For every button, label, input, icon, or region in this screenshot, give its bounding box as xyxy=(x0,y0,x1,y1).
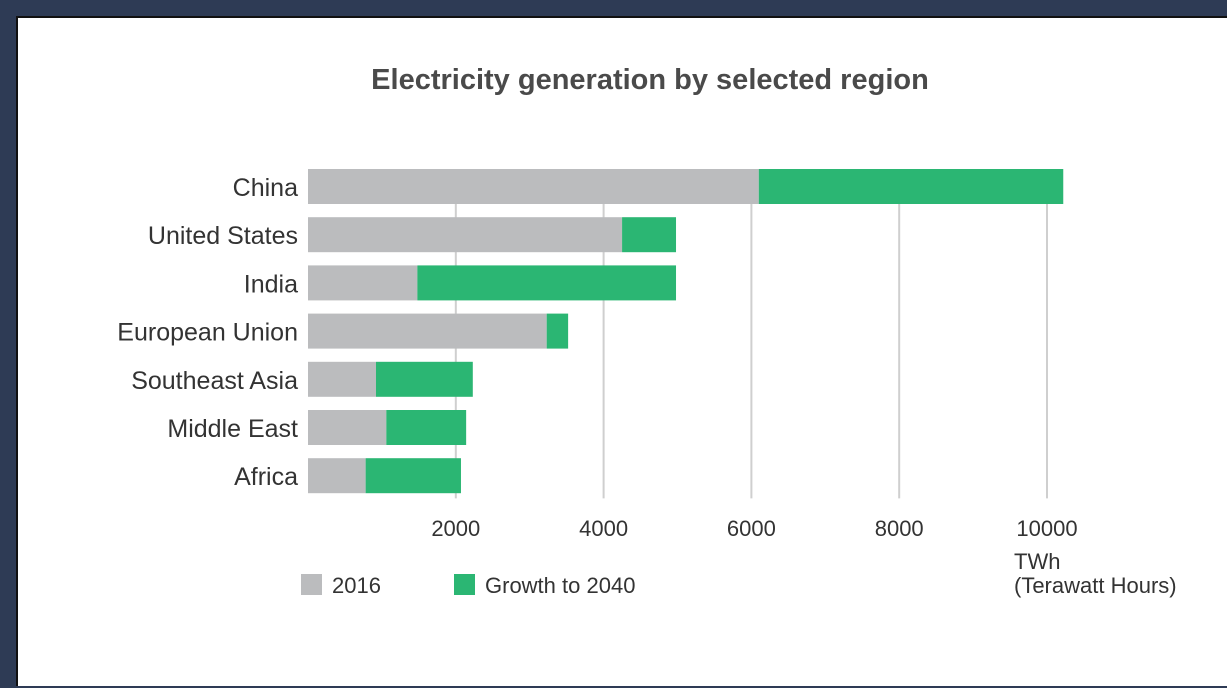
category-label-africa: Africa xyxy=(234,463,298,491)
bar-middle-east-2016 xyxy=(308,410,387,445)
legend-label-growth-to-2040: Growth to 2040 xyxy=(485,573,635,598)
x-axis-unit-label: TWh xyxy=(1014,549,1060,574)
x-tick-6000: 6000 xyxy=(727,516,776,541)
bar-united-states-2016 xyxy=(308,217,623,253)
bar-southeast-asia-2016 xyxy=(308,361,376,397)
category-label-middle-east: Middle East xyxy=(167,415,298,443)
bar-china-growth-to-2040 xyxy=(758,169,1064,204)
x-tick-2000: 2000 xyxy=(431,516,480,541)
bar-middle-east-growth-to-2040 xyxy=(386,410,467,445)
x-axis-unit-sublabel: (Terawatt Hours) xyxy=(1014,573,1177,598)
category-label-china: China xyxy=(233,174,298,202)
legend-label-2016: 2016 xyxy=(332,573,381,598)
bar-united-states-growth-to-2040 xyxy=(622,217,677,253)
chart-svg: Electricity generation by selected regio… xyxy=(117,64,1177,598)
bar-european-union-growth-to-2040 xyxy=(546,313,569,349)
legend-swatch-2016 xyxy=(301,574,322,595)
bar-southeast-asia-growth-to-2040 xyxy=(375,361,473,397)
bar-china-2016 xyxy=(308,169,759,204)
bar-africa-growth-to-2040 xyxy=(365,458,461,494)
legend-swatch-growth-to-2040 xyxy=(454,574,475,595)
category-label-southeast-asia: Southeast Asia xyxy=(131,367,298,395)
x-tick-8000: 8000 xyxy=(875,516,924,541)
chart-card: Electricity generation by selected regio… xyxy=(16,16,1227,686)
legend: 2016 Growth to 2040 xyxy=(301,573,635,598)
category-label-india: India xyxy=(244,270,298,298)
bar-india-2016 xyxy=(308,265,418,301)
category-label-united-states: United States xyxy=(148,222,298,250)
bar-africa-2016 xyxy=(308,458,366,494)
category-labels: China United States India European Union Sou… xyxy=(117,174,298,491)
chart-title: Electricity generation by selected regio… xyxy=(371,64,929,96)
category-label-european-union: European Union xyxy=(117,319,298,347)
x-tick-labels: 2000 4000 6000 8000 10000 xyxy=(431,516,1077,541)
bar-european-union-2016 xyxy=(308,313,547,349)
bars xyxy=(308,169,1064,494)
bar-india-growth-to-2040 xyxy=(417,265,677,301)
x-tick-10000: 10000 xyxy=(1016,516,1077,541)
x-tick-4000: 4000 xyxy=(579,516,628,541)
